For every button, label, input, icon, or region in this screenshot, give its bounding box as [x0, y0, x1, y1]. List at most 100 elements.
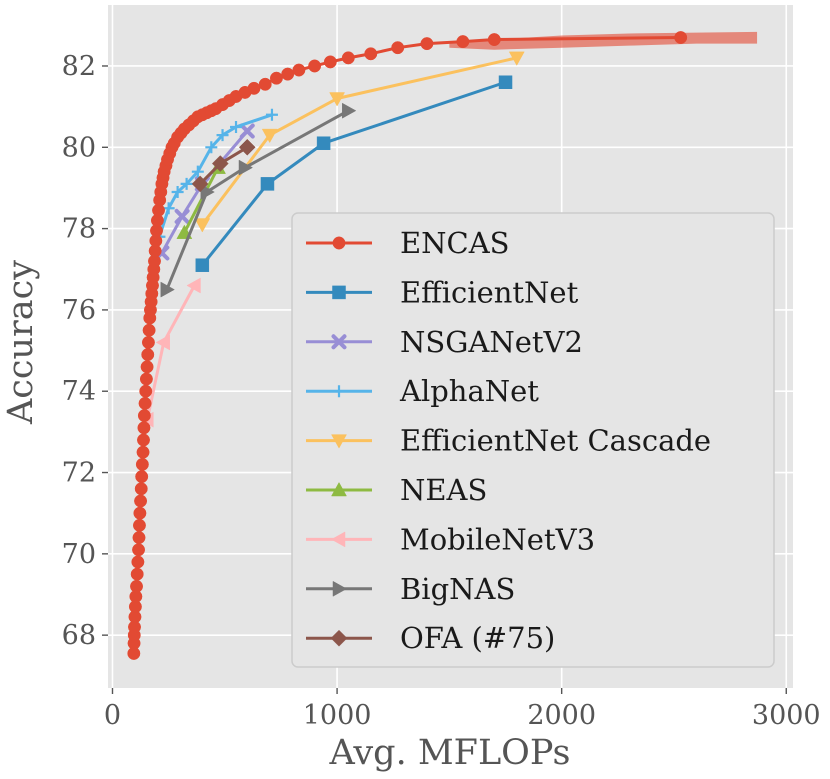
legend-marker: [331, 481, 347, 497]
data-point: [216, 129, 229, 142]
series-efficientnet: [195, 75, 513, 272]
data-point: [456, 35, 470, 49]
data-point: [136, 445, 150, 459]
legend-marker: [332, 580, 348, 597]
data-point: [134, 482, 148, 496]
series-line: [165, 109, 350, 291]
legend-item-encas: ENCAS: [306, 226, 510, 260]
y-tick-label: 74: [62, 376, 96, 407]
legend-marker: [331, 334, 347, 350]
data-point: [238, 159, 254, 176]
y-tick-label: 68: [62, 620, 96, 651]
data-point: [391, 41, 405, 55]
data-point: [139, 372, 153, 386]
data-point: [141, 348, 155, 362]
data-point: [135, 470, 149, 484]
legend: ENCAS EfficientNet NSGANetV2 AlphaNet Effici…: [291, 212, 775, 668]
data-point: [130, 579, 143, 593]
tick-labels: 0 1000 2000 3000 68 70 72 74 76 78 80 82: [62, 51, 821, 731]
x-tick-label: 2000: [527, 700, 596, 731]
legend-item-alphanet: AlphaNet: [306, 374, 539, 408]
legend-marker: [332, 236, 346, 250]
data-point: [134, 494, 148, 508]
legend-marker: [330, 531, 346, 548]
data-point: [420, 37, 434, 51]
data-point: [135, 457, 149, 471]
data-point: [186, 277, 201, 294]
data-point: [195, 258, 210, 272]
data-point: [265, 108, 278, 121]
legend-marker: [333, 385, 345, 398]
data-point: [137, 433, 150, 447]
data-point: [230, 120, 243, 133]
data-point: [132, 518, 146, 532]
data-point: [261, 128, 278, 144]
data-point: [194, 218, 211, 233]
data-point: [329, 92, 346, 107]
data-point: [239, 123, 255, 139]
legend-item-bignas: BigNAS: [306, 572, 515, 606]
x-tick-label: 1000: [303, 700, 372, 731]
y-tick-label: 78: [62, 214, 96, 245]
data-point: [155, 334, 170, 351]
data-point: [171, 186, 184, 199]
legend-items: ENCAS EfficientNet NSGANetV2 AlphaNet Effici…: [306, 226, 711, 655]
data-point: [342, 102, 357, 119]
y-tick-label: 70: [62, 539, 96, 570]
y-axis-label: Accuracy: [1, 260, 41, 425]
data-point: [269, 71, 283, 85]
legend-label: AlphaNet: [399, 374, 539, 408]
data-point: [140, 360, 154, 374]
x-axis-label: Avg. MFLOPs: [329, 733, 571, 773]
data-point: [130, 567, 144, 581]
legend-item-mobilenetv3: MobileNetV3: [306, 522, 595, 556]
legend-box: [291, 212, 775, 668]
data-point: [137, 421, 151, 435]
data-point: [674, 31, 688, 44]
legend-label: EfficientNet: [400, 275, 579, 309]
data-point: [205, 141, 218, 154]
series-line: [201, 56, 518, 226]
data-point: [139, 384, 153, 398]
legend-label: NEAS: [400, 473, 487, 507]
legend-item-neas: NEAS: [306, 473, 487, 507]
data-point: [142, 323, 156, 337]
data-point: [191, 175, 209, 193]
data-point: [316, 136, 331, 150]
data-point: [138, 396, 152, 410]
legend-label: ENCAS: [400, 226, 510, 260]
data-point: [160, 281, 175, 298]
y-tick-label: 76: [62, 295, 96, 326]
series-encas: [127, 31, 688, 660]
data-point: [281, 67, 295, 81]
legend-label: NSGANetV2: [400, 325, 583, 359]
legend-label: OFA (#75): [400, 621, 555, 655]
data-point: [180, 177, 193, 190]
data-point: [247, 81, 261, 95]
series-line: [201, 80, 507, 267]
data-point: [258, 77, 272, 91]
legend-label: MobileNetV3: [400, 522, 595, 556]
legend-item-nsganetv2: NSGANetV2: [306, 325, 583, 359]
data-point: [141, 335, 155, 349]
series-bignas: [160, 102, 357, 298]
data-point: [200, 184, 215, 200]
data-point: [131, 555, 145, 569]
series-line: [160, 130, 249, 254]
legend-label: BigNAS: [400, 572, 515, 606]
data-point: [211, 155, 229, 172]
y-tick-label: 82: [62, 51, 96, 82]
data-point: [364, 47, 378, 61]
data-point: [508, 51, 525, 66]
series-ofa-75: [191, 138, 256, 193]
data-point: [133, 506, 147, 520]
data-point: [341, 51, 355, 65]
legend-item-efficientnet: EfficientNet: [306, 275, 579, 309]
legend-marker: [332, 285, 346, 300]
legend-item-efficientnet-cascade: EfficientNet Cascade: [306, 424, 711, 458]
x-tick-label: 3000: [752, 700, 821, 731]
legend-marker: [330, 629, 348, 647]
series-line: [183, 166, 220, 234]
